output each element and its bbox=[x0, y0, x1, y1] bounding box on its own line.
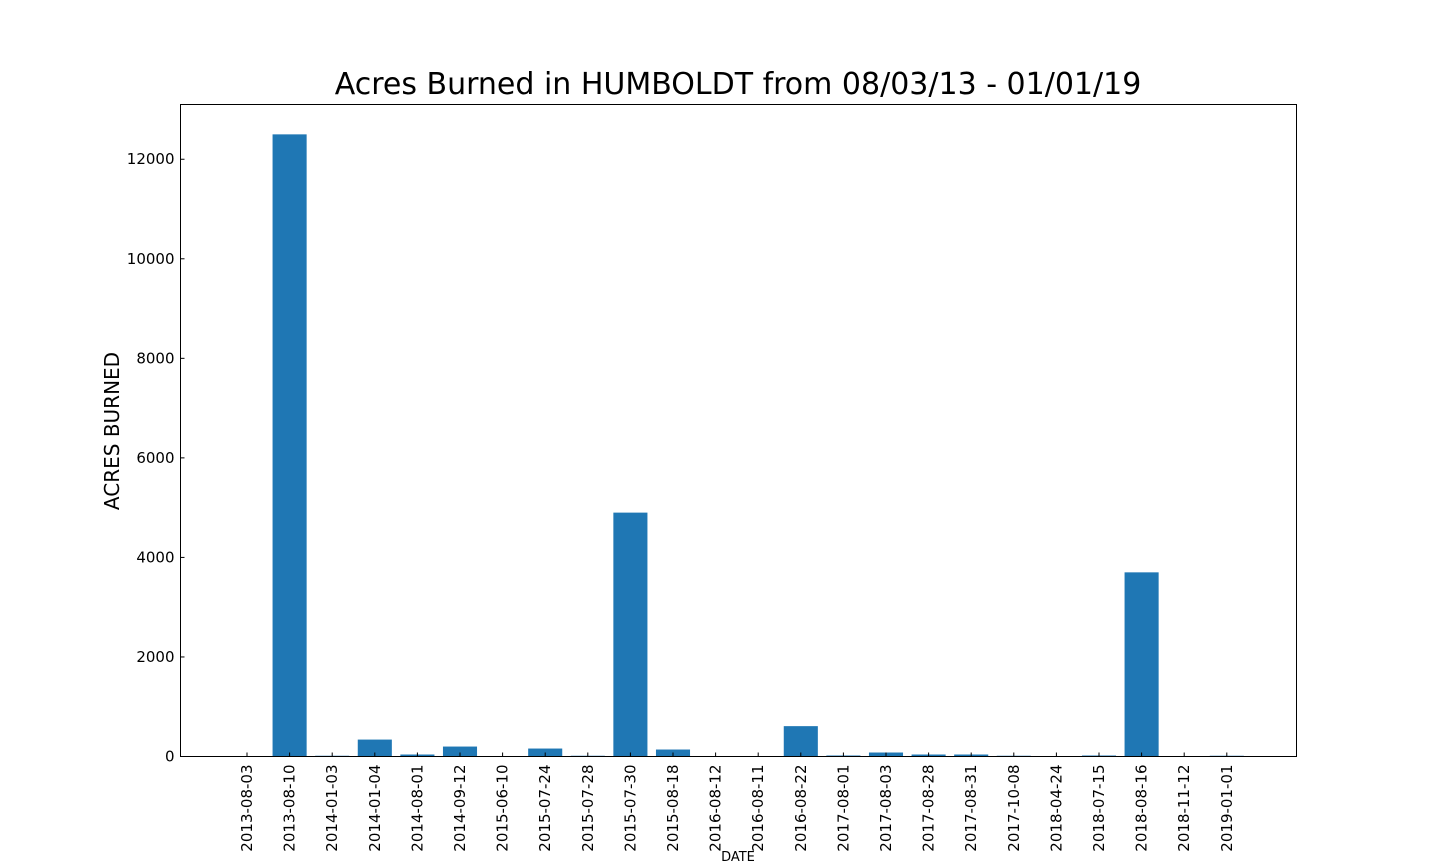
x-tick-label: 2014-08-01 bbox=[408, 765, 426, 852]
x-tick-label: 2017-08-03 bbox=[877, 765, 895, 852]
x-axis-label: DATE bbox=[721, 850, 755, 864]
y-tick-label: 8000 bbox=[136, 349, 174, 367]
x-tick-label: 2016-08-12 bbox=[707, 765, 725, 852]
y-tick-label: 12000 bbox=[127, 150, 175, 168]
y-tick-label: 0 bbox=[165, 748, 175, 766]
x-tick-label: 2015-07-28 bbox=[579, 765, 597, 852]
x-tick-label: 2016-08-22 bbox=[792, 765, 810, 852]
x-tick-label: 2018-08-16 bbox=[1133, 765, 1151, 852]
bar-2018-08-16 bbox=[1124, 572, 1159, 757]
x-axis: 2013-08-03 2013-08-10 2014-01-03 2014-01-04… bbox=[238, 752, 1236, 852]
x-tick-label: 2017-08-28 bbox=[920, 765, 938, 852]
x-tick-label: 2017-08-31 bbox=[962, 765, 980, 852]
y-tick-label: 6000 bbox=[136, 449, 174, 467]
bars-group bbox=[272, 134, 1244, 757]
bar-2016-08-22 bbox=[783, 726, 818, 757]
y-tick-label: 2000 bbox=[136, 648, 174, 666]
x-tick-label: 2018-11-12 bbox=[1175, 765, 1193, 852]
plot-frame bbox=[180, 104, 1297, 757]
x-tick-label: 2014-09-12 bbox=[451, 765, 469, 852]
x-tick-label: 2018-07-15 bbox=[1090, 765, 1108, 852]
bar-2013-08-10 bbox=[272, 134, 307, 757]
x-tick-label: 2013-08-10 bbox=[281, 765, 299, 852]
x-tick-label: 2016-08-11 bbox=[749, 765, 767, 852]
x-tick-label: 2014-01-03 bbox=[323, 765, 341, 852]
x-tick-label: 2013-08-03 bbox=[238, 765, 256, 852]
bar-2014-09-12 bbox=[442, 746, 478, 757]
x-tick-label: 2014-01-04 bbox=[366, 765, 384, 852]
x-tick-label: 2015-06-10 bbox=[494, 765, 512, 852]
y-axis: 0 2000 4000 6000 8000 10000 12000 bbox=[127, 150, 185, 766]
x-tick-label: 2017-10-08 bbox=[1005, 765, 1023, 852]
chart-title: Acres Burned in HUMBOLDT from 08/03/13 -… bbox=[335, 67, 1142, 102]
y-axis-label: ACRES BURNED bbox=[100, 352, 124, 510]
x-tick-label: 2017-08-01 bbox=[834, 765, 852, 852]
x-tick-label: 2015-07-30 bbox=[621, 765, 639, 852]
y-tick-label: 4000 bbox=[136, 548, 174, 566]
x-tick-label: 2018-04-24 bbox=[1047, 765, 1065, 852]
x-tick-label: 2019-01-01 bbox=[1218, 765, 1236, 852]
y-tick-label: 10000 bbox=[127, 250, 175, 268]
bar-2015-07-30 bbox=[613, 512, 648, 757]
x-tick-label: 2015-07-24 bbox=[536, 765, 554, 852]
bar-2014-01-04 bbox=[357, 739, 392, 757]
x-tick-label: 2015-08-18 bbox=[664, 765, 682, 852]
